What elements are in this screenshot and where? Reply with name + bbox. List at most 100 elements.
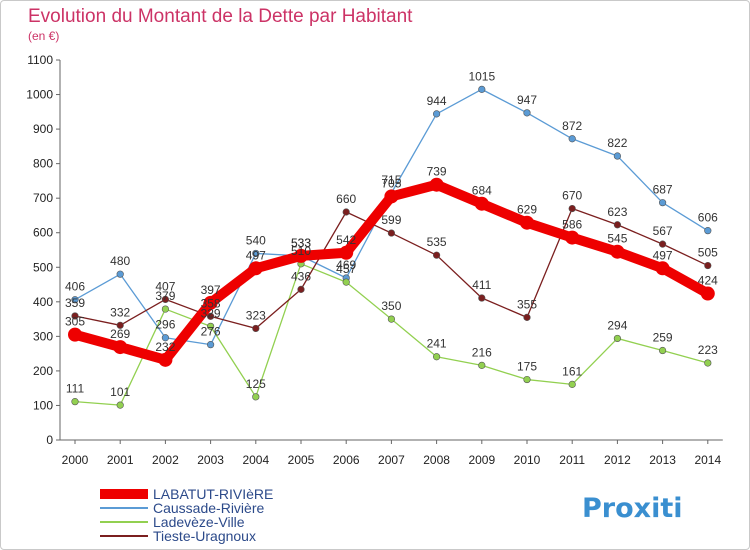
data-point [203, 295, 218, 310]
data-label: 296 [155, 318, 175, 332]
proxiti-logo: Proxiti [582, 493, 683, 524]
x-tick-label: 2003 [197, 453, 224, 467]
data-point [658, 346, 667, 355]
series-4 [71, 204, 712, 333]
x-tick-label: 2012 [604, 453, 631, 467]
data-label: 497 [246, 248, 266, 262]
legend-label: Caussade-Rivière [153, 500, 264, 516]
data-point [700, 286, 715, 301]
x-tick-label: 2001 [107, 453, 134, 467]
data-label: 687 [653, 183, 673, 197]
data-point [252, 324, 260, 333]
data-point [384, 189, 399, 204]
data-point [342, 208, 350, 216]
data-label: 358 [201, 296, 221, 310]
data-point [68, 327, 82, 342]
x-tick-label: 2002 [152, 453, 179, 467]
data-point [523, 313, 531, 321]
y-tick-label: 200 [33, 364, 53, 378]
x-tick-label: 2007 [378, 453, 405, 467]
data-label: 161 [562, 364, 582, 378]
data-label: 540 [246, 233, 266, 247]
data-label: 232 [155, 340, 175, 354]
x-tick-label: 2014 [694, 453, 721, 467]
y-tick-label: 700 [33, 191, 53, 205]
x-tick-label: 2011 [559, 453, 585, 467]
x-tick-label: 2005 [288, 453, 315, 467]
data-point [113, 340, 128, 355]
y-tick-label: 500 [33, 260, 53, 274]
data-label: 480 [110, 254, 130, 268]
data-label: 1015 [468, 69, 495, 83]
y-tick-label: 400 [33, 295, 53, 309]
data-point [568, 380, 576, 388]
series-1 [68, 177, 715, 367]
legend-item: LABATUT-RIVIèRE [100, 486, 273, 502]
data-label: 111 [66, 382, 85, 396]
data-point [339, 245, 354, 260]
data-point [565, 230, 580, 245]
data-label: 379 [155, 289, 175, 303]
data-labels: 305 269 232 397 497 533 542 705 739 684 629 586 545 4… [65, 69, 718, 399]
data-label: 329 [201, 306, 221, 320]
y-tick-label: 1100 [27, 53, 53, 67]
data-point [655, 261, 670, 276]
data-label: 175 [517, 360, 537, 374]
data-label: 294 [607, 318, 627, 332]
data-label: 505 [698, 246, 718, 260]
y-tick-label: 0 [46, 433, 53, 447]
data-label: 424 [698, 274, 718, 288]
data-label: 259 [653, 331, 673, 345]
data-point [207, 322, 215, 330]
data-label: 355 [517, 297, 537, 311]
data-point [207, 312, 215, 320]
data-label: 269 [110, 327, 130, 341]
data-label: 411 [472, 278, 491, 292]
data-label: 510 [291, 244, 311, 258]
data-label: 305 [65, 315, 85, 329]
data-point [207, 341, 215, 349]
data-point [71, 312, 79, 320]
data-label: 457 [336, 262, 356, 276]
y-tick-label: 1000 [26, 88, 53, 102]
data-label: 684 [472, 184, 492, 198]
data-point [71, 296, 79, 304]
data-label: 535 [427, 235, 447, 249]
data-label: 670 [562, 189, 582, 203]
data-label: 397 [201, 283, 221, 297]
data-point [704, 261, 712, 270]
data-label: 606 [698, 211, 718, 225]
data-label: 705 [381, 176, 401, 190]
data-label: 125 [246, 377, 266, 391]
legend-item: Tieste-Uragnoux [100, 528, 256, 544]
data-label: 542 [336, 233, 356, 247]
data-label: 739 [427, 165, 447, 179]
data-point [704, 359, 712, 367]
data-label: 567 [653, 224, 673, 238]
data-label: 276 [201, 325, 221, 339]
data-point [520, 215, 534, 230]
data-label: 599 [381, 213, 401, 227]
data-point [658, 240, 667, 248]
data-point [613, 334, 622, 343]
data-point [568, 135, 576, 143]
data-label: 436 [291, 269, 311, 283]
data-point [116, 270, 124, 278]
data-point [704, 227, 712, 235]
data-label: 660 [336, 192, 356, 206]
x-tick-label: 2010 [514, 453, 541, 467]
legend: LABATUT-RIVIèRECaussade-RivièreLadevèze-… [100, 486, 273, 544]
data-point [116, 401, 124, 409]
y-tick-label: 100 [33, 398, 53, 412]
data-point [478, 294, 486, 302]
data-label: 497 [653, 248, 673, 262]
data-point [658, 199, 667, 207]
data-label: 359 [65, 296, 85, 310]
legend-item: Caussade-Rivière [100, 500, 264, 516]
y-tick-label: 300 [33, 329, 53, 343]
data-point [158, 352, 173, 367]
y-tick-label: 800 [33, 157, 53, 171]
x-tick-label: 2004 [242, 453, 269, 467]
data-label: 332 [110, 305, 130, 319]
